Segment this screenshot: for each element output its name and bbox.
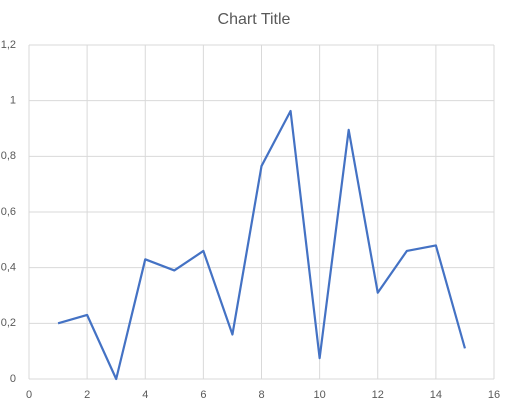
y-tick-label: 1,2 [1,39,16,51]
y-tick-label: 0,4 [1,262,16,274]
x-tick-label: 2 [84,389,90,401]
x-tick-label: 14 [430,389,442,401]
y-tick-label: 0,6 [1,206,16,218]
x-tick-label: 4 [142,389,148,401]
x-tick-label: 16 [488,389,500,401]
y-tick-label: 0 [10,373,16,385]
x-tick-label: 10 [314,389,326,401]
x-tick-label: 6 [200,389,206,401]
x-tick-label: 0 [26,389,32,401]
x-tick-label: 8 [258,389,264,401]
y-tick-label: 0,8 [1,150,16,162]
data-line [57,109,466,381]
x-tick-label: 12 [372,389,384,401]
y-tick-label: 0,2 [1,317,16,329]
chart-title: Chart Title [218,11,291,28]
y-tick-label: 1 [10,95,16,107]
